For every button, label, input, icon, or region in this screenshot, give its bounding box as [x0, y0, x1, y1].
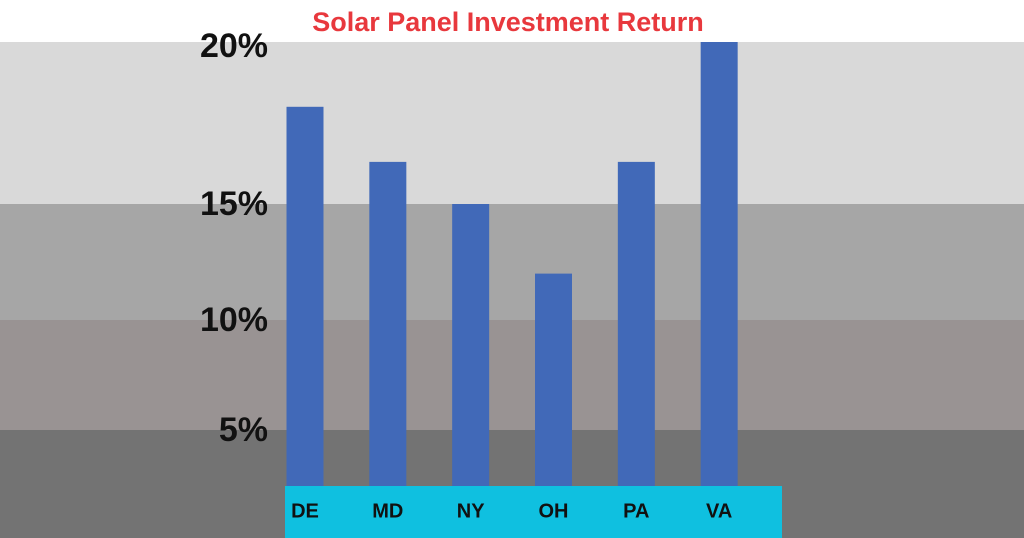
x-tick-label: PA: [623, 500, 649, 522]
y-tick-label: 10%: [200, 301, 268, 339]
bar: [535, 273, 572, 486]
chart-title: Solar Panel Investment Return: [312, 7, 704, 37]
band: [0, 42, 1024, 204]
x-tick-label: VA: [706, 500, 732, 522]
bar: [286, 106, 324, 487]
bar: [700, 42, 738, 486]
bar: [617, 161, 655, 486]
x-tick-label: MD: [372, 500, 403, 522]
bar: [452, 204, 490, 486]
y-tick-label: 5%: [219, 411, 268, 449]
y-tick-label: 20%: [200, 27, 268, 65]
x-tick-label: DE: [291, 500, 319, 522]
band: [0, 204, 1024, 320]
y-tick-label: 15%: [200, 185, 268, 223]
x-tick-label: OH: [539, 500, 569, 522]
background: [0, 42, 1024, 538]
band: [0, 320, 1024, 430]
bar: [369, 161, 407, 486]
axis-strip: [285, 486, 782, 538]
x-tick-label: NY: [457, 500, 485, 522]
